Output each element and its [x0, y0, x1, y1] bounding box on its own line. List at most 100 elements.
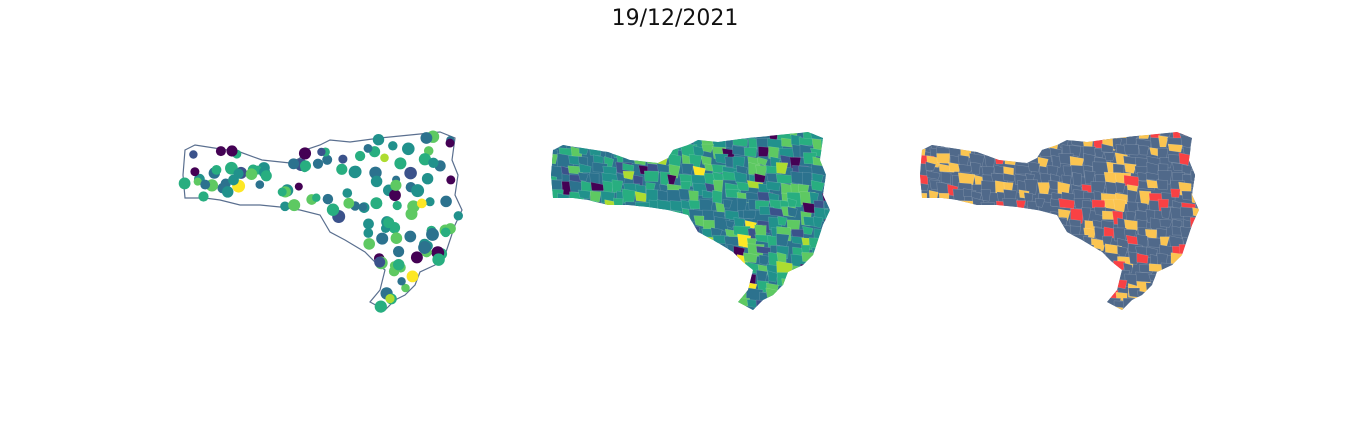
municipality	[589, 132, 605, 138]
municipality	[634, 191, 648, 203]
municipality	[1069, 273, 1084, 288]
municipality	[679, 307, 697, 310]
municipality	[960, 308, 972, 310]
municipality	[768, 146, 779, 160]
municipality	[960, 291, 974, 304]
municipality	[983, 301, 997, 310]
municipality	[613, 197, 624, 212]
municipality-point	[245, 168, 258, 180]
municipality	[1035, 198, 1046, 208]
municipality	[592, 219, 607, 234]
municipality	[1068, 306, 1084, 310]
municipality	[1027, 161, 1041, 173]
municipality	[1178, 152, 1191, 166]
municipality-point	[428, 157, 439, 169]
municipality	[777, 216, 788, 226]
municipality	[551, 287, 560, 298]
municipality	[1082, 272, 1100, 284]
municipality-point	[440, 195, 452, 208]
municipality	[1123, 174, 1140, 187]
municipality	[732, 136, 748, 147]
municipality	[1048, 296, 1062, 310]
municipality	[1048, 243, 1062, 257]
municipality	[715, 289, 726, 302]
municipality	[1147, 307, 1158, 310]
municipality	[929, 297, 947, 310]
municipality	[1051, 154, 1062, 168]
municipality	[994, 132, 1011, 140]
municipality	[1091, 300, 1103, 310]
municipality	[721, 283, 737, 298]
municipality	[737, 271, 750, 284]
municipality	[1048, 264, 1065, 278]
municipality	[788, 278, 800, 291]
municipality	[589, 201, 602, 217]
municipality	[569, 226, 586, 240]
municipality	[1112, 306, 1124, 310]
municipality	[701, 132, 716, 140]
municipality	[551, 217, 560, 231]
municipality	[743, 147, 757, 157]
municipality	[813, 254, 828, 264]
municipality	[1012, 139, 1027, 151]
municipality	[589, 251, 601, 265]
municipality	[992, 296, 1004, 308]
municipality-point	[410, 251, 423, 264]
municipality	[1182, 282, 1194, 296]
municipality	[623, 263, 635, 277]
municipality	[1091, 199, 1106, 209]
municipality	[754, 308, 770, 310]
municipality	[602, 270, 615, 283]
municipality	[1037, 227, 1048, 238]
municipality	[656, 252, 667, 267]
municipality	[980, 201, 995, 214]
municipality	[825, 235, 830, 246]
municipality	[679, 300, 697, 310]
municipality	[571, 299, 585, 310]
municipality-point	[226, 145, 238, 157]
municipality	[655, 306, 672, 310]
municipality	[1160, 207, 1171, 219]
municipality	[579, 243, 594, 255]
municipality	[1007, 254, 1018, 265]
municipality	[1059, 264, 1071, 277]
municipality	[825, 132, 830, 138]
municipality	[681, 246, 693, 258]
municipality	[1016, 228, 1028, 238]
municipality	[950, 136, 964, 148]
municipality	[809, 132, 826, 140]
municipality	[1047, 136, 1060, 150]
municipality	[775, 162, 789, 175]
municipality	[939, 270, 952, 285]
municipality-point	[363, 228, 374, 238]
municipality	[701, 189, 715, 199]
municipality-point	[418, 241, 432, 254]
municipality	[1061, 281, 1073, 290]
municipality-point	[374, 300, 387, 313]
municipality	[823, 296, 830, 307]
municipality	[801, 283, 814, 293]
municipality	[969, 132, 982, 140]
municipality	[925, 161, 936, 171]
municipality	[1028, 246, 1043, 260]
municipality	[592, 301, 604, 310]
municipality	[1159, 219, 1173, 228]
municipality	[825, 156, 830, 170]
municipality	[678, 132, 693, 140]
municipality	[820, 291, 830, 305]
municipality	[677, 288, 689, 301]
municipality	[635, 132, 649, 136]
municipality-point	[336, 163, 348, 175]
municipality	[951, 280, 968, 292]
municipality-point	[298, 147, 312, 160]
municipality	[994, 211, 1010, 226]
municipality	[1094, 148, 1105, 158]
municipality	[1006, 138, 1022, 150]
municipality	[736, 181, 750, 192]
municipality	[1103, 226, 1115, 239]
municipality	[1158, 135, 1169, 148]
municipality-point	[411, 184, 425, 198]
municipality	[634, 184, 646, 194]
municipality	[778, 305, 790, 310]
